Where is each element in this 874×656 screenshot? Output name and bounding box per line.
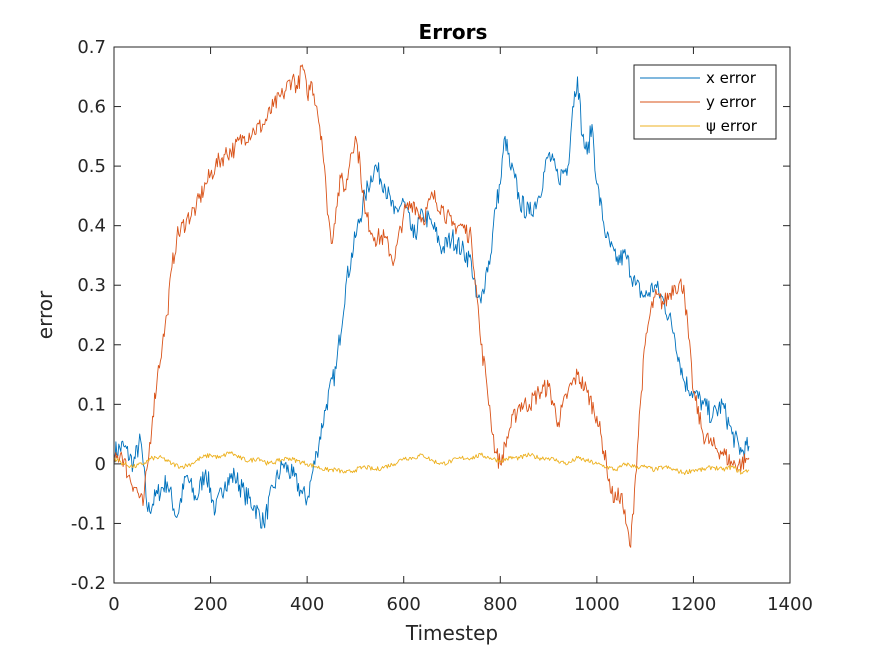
y-tick-label: 0.3 [77, 275, 106, 296]
y-axis: -0.2 -0.1 0 0.1 0.2 0.3 0.4 0.5 0.6 0.7 [71, 37, 790, 594]
y-tick-label: 0.2 [77, 335, 106, 356]
legend-label-2: y error [706, 93, 757, 111]
x-tick-label: 0 [108, 594, 119, 615]
legend: x error y error ψ error [633, 64, 777, 140]
y-tick-label: -0.1 [71, 513, 106, 534]
y-tick-label: 0.1 [77, 394, 106, 415]
x-tick-label: 1000 [574, 594, 620, 615]
y-tick-label: 0.5 [77, 156, 106, 177]
x-tick-label: 400 [290, 594, 324, 615]
x-tick-label: 800 [483, 594, 517, 615]
y-tick-label: 0.6 [77, 97, 106, 118]
series-layer [113, 64, 750, 548]
legend-label-1: x error [706, 69, 757, 87]
x-axis-label: Timestep [405, 621, 498, 645]
y-tick-label: 0.4 [77, 216, 106, 237]
series-line-2 [113, 64, 750, 548]
y-tick-label: 0 [95, 454, 106, 475]
x-tick-label: 1400 [767, 594, 813, 615]
plot-frame [113, 46, 791, 584]
legend-label-3: ψ error [706, 117, 758, 135]
x-axis: 0 200 400 600 800 1000 1200 1400 [108, 47, 813, 615]
y-axis-label: error [33, 290, 57, 339]
x-tick-label: 1200 [671, 594, 717, 615]
chart-title: Errors [419, 20, 488, 44]
x-tick-label: 600 [387, 594, 421, 615]
series-line-1 [113, 76, 750, 529]
y-tick-label: 0.7 [77, 37, 106, 58]
series-line-3 [113, 451, 750, 476]
y-tick-label: -0.2 [71, 573, 106, 594]
x-tick-label: 200 [193, 594, 227, 615]
